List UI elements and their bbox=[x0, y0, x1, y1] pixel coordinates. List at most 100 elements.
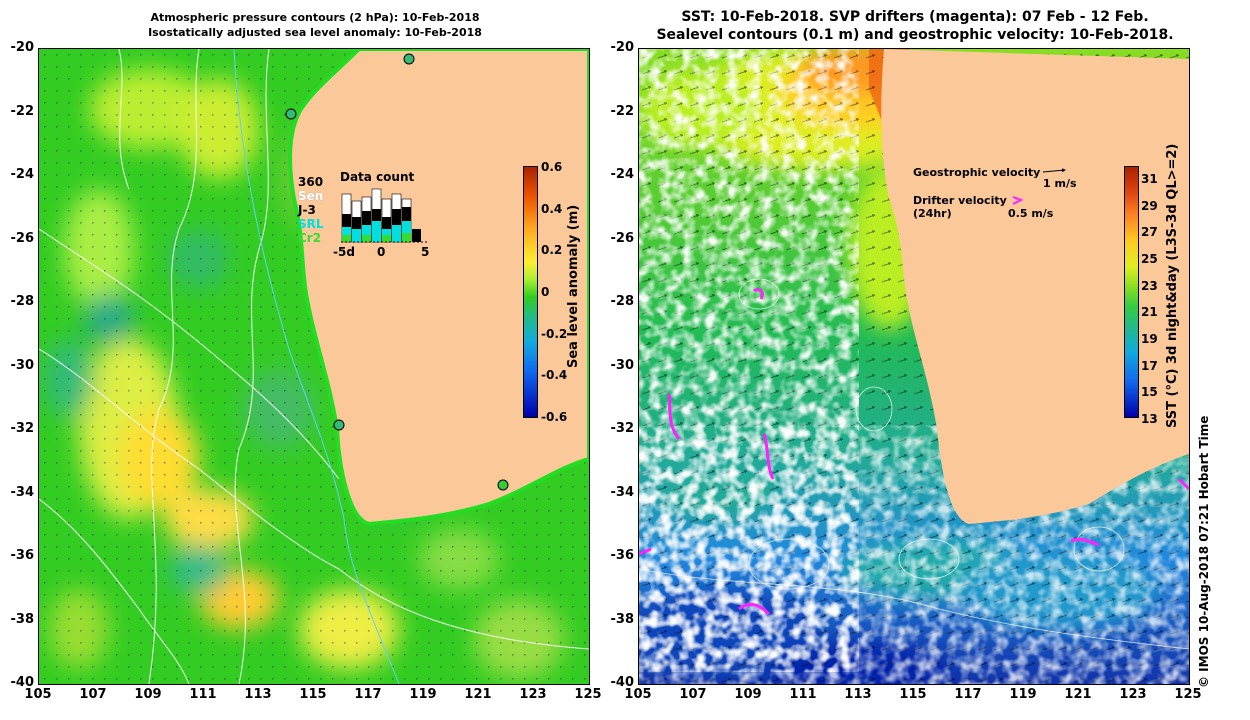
lat-tick-label: -36 bbox=[10, 548, 35, 563]
sst-colorbar-tick: 19 bbox=[1141, 332, 1158, 346]
lon-tick-label: 125 bbox=[1174, 687, 1202, 702]
bathymetry-contour bbox=[233, 49, 400, 684]
tide-gauge-marker[interactable] bbox=[285, 108, 297, 120]
satellite-label: Sen bbox=[298, 189, 324, 203]
sst-colorbar-tick: 17 bbox=[1141, 358, 1158, 373]
sst-map-svg bbox=[639, 49, 1189, 684]
lat-tick-label: -34 bbox=[10, 484, 35, 500]
lat-tick-label: -20 bbox=[610, 40, 635, 55]
left-title-line1: Atmospheric pressure contours (2 hPa): 1… bbox=[150, 11, 480, 24]
geo-velocity-scale: 1 m/s bbox=[1043, 177, 1077, 190]
sla-colorbar-tick: -0.6 bbox=[541, 410, 568, 424]
satellite-label: 360 bbox=[298, 175, 324, 189]
lon-tick-label: 107 bbox=[79, 687, 107, 702]
sst-colorbar bbox=[1124, 166, 1139, 418]
sst-colorbar-tick: 15 bbox=[1141, 385, 1158, 400]
sst-colorbar-label: SST (°C) 3d night&day (L3S-3d QL>=2) bbox=[1165, 143, 1180, 428]
imos-credit: © IMOS 10-Aug-2018 07:21 Hobart Time bbox=[1197, 415, 1211, 688]
right-title-line1: SST: 10-Feb-2018. SVP drifters (magenta)… bbox=[681, 9, 1149, 25]
lat-tick-label: -24 bbox=[10, 167, 35, 182]
lat-tick-label: -40 bbox=[610, 675, 635, 690]
lon-tick-label: 119 bbox=[409, 687, 437, 702]
lat-tick-label: -22 bbox=[610, 103, 635, 119]
tide-gauge-marker[interactable] bbox=[403, 53, 415, 65]
satellite-label: J-3 bbox=[298, 203, 316, 217]
data-count-inset bbox=[341, 187, 427, 257]
sst-colorbar-tick: 31 bbox=[1141, 172, 1158, 186]
lon-tick-label: 113 bbox=[844, 687, 872, 702]
australia-landmass bbox=[287, 49, 589, 527]
lon-tick-label: 109 bbox=[734, 687, 762, 702]
tide-gauge-marker[interactable] bbox=[333, 419, 345, 431]
left-title-line2: Isostatically adjusted sea level anomaly… bbox=[148, 26, 482, 39]
data-count-x-label: 5 bbox=[421, 245, 430, 259]
lat-tick-label: -32 bbox=[610, 421, 635, 436]
lat-tick-label: -38 bbox=[610, 611, 635, 627]
lon-tick-label: 125 bbox=[574, 687, 602, 702]
geo-velocity-label: Geostrophic velocity bbox=[913, 166, 1041, 179]
data-count-x-label: -5d bbox=[333, 245, 355, 259]
lat-tick-label: -28 bbox=[10, 294, 35, 309]
lat-tick-label: -32 bbox=[10, 421, 35, 436]
sla-colorbar-label: Sea level anomaly (m) bbox=[566, 204, 581, 368]
geo-velocity-scale-arrow bbox=[1042, 168, 1066, 173]
sla-map-svg bbox=[39, 49, 589, 684]
lon-tick-label: 117 bbox=[354, 687, 382, 702]
sst-colorbar-tick: 13 bbox=[1141, 412, 1158, 426]
drifter-scale-arrow bbox=[1012, 196, 1024, 205]
lat-tick-label: -34 bbox=[610, 484, 635, 500]
lon-tick-label: 115 bbox=[899, 687, 927, 702]
sla-colorbar-tick: 0.6 bbox=[541, 160, 563, 174]
lat-tick-label: -40 bbox=[10, 675, 35, 690]
lat-tick-label: -20 bbox=[10, 40, 35, 55]
drifter-velocity-label: Drifter velocity bbox=[913, 194, 1007, 207]
lon-tick-label: 119 bbox=[1009, 687, 1037, 702]
lat-tick-label: -38 bbox=[10, 611, 35, 627]
sst-colorbar-tick: 27 bbox=[1141, 225, 1158, 240]
svp-drifter-tracks bbox=[639, 288, 1189, 616]
lon-tick-label: 115 bbox=[299, 687, 327, 702]
lon-tick-label: 121 bbox=[1064, 687, 1092, 702]
lon-tick-label: 105 bbox=[24, 687, 52, 702]
lat-tick-label: -26 bbox=[10, 230, 35, 246]
lat-tick-label: -22 bbox=[10, 103, 35, 119]
lon-tick-label: 123 bbox=[1119, 687, 1147, 702]
lon-tick-label: 109 bbox=[134, 687, 162, 702]
lon-tick-label: 121 bbox=[464, 687, 492, 702]
sla-colorbar-tick: -0.2 bbox=[541, 326, 568, 341]
lat-tick-label: -30 bbox=[610, 357, 635, 373]
pressure-contours bbox=[39, 49, 589, 684]
sst-colorbar-tick: 21 bbox=[1141, 305, 1158, 320]
sea-level-anomaly-map bbox=[38, 48, 590, 685]
lon-tick-label: 105 bbox=[624, 687, 652, 702]
sla-colorbar-tick: 0 bbox=[541, 285, 550, 299]
satellite-label: Cr2 bbox=[298, 231, 322, 245]
left-panel-title: Atmospheric pressure contours (2 hPa): 1… bbox=[40, 10, 590, 40]
lon-tick-label: 107 bbox=[679, 687, 707, 702]
sla-colorbar-tick: -0.4 bbox=[541, 368, 568, 383]
lon-tick-label: 113 bbox=[244, 687, 272, 702]
sla-colorbar-tick: 0.2 bbox=[541, 243, 563, 258]
data-count-title: Data count bbox=[340, 170, 415, 184]
tide-gauge-marker[interactable] bbox=[497, 479, 509, 491]
lon-tick-label: 123 bbox=[519, 687, 547, 702]
drifter-velocity-interval: (24hr) bbox=[913, 207, 952, 220]
lat-tick-label: -28 bbox=[610, 294, 635, 309]
right-panel-title: SST: 10-Feb-2018. SVP drifters (magenta)… bbox=[640, 8, 1190, 44]
lon-tick-label: 111 bbox=[189, 687, 217, 702]
lat-tick-label: -30 bbox=[10, 357, 35, 373]
drifter-velocity-scale: 0.5 m/s bbox=[1008, 207, 1054, 220]
australia-landmass bbox=[881, 49, 1189, 524]
lat-tick-label: -24 bbox=[610, 167, 635, 182]
satellite-label: SRL bbox=[298, 217, 324, 231]
data-count-bars bbox=[341, 188, 421, 243]
sst-colorbar-tick: 25 bbox=[1141, 252, 1158, 266]
sst-colorbar-tick: 23 bbox=[1141, 278, 1158, 293]
lat-tick-label: -26 bbox=[610, 230, 635, 246]
data-count-x-label: 0 bbox=[377, 245, 386, 259]
lon-tick-label: 111 bbox=[789, 687, 817, 702]
right-title-line2: Sealevel contours (0.1 m) and geostrophi… bbox=[656, 27, 1174, 43]
sst-colorbar-tick: 29 bbox=[1141, 198, 1158, 213]
lat-tick-label: -36 bbox=[610, 548, 635, 563]
sst-map bbox=[638, 48, 1190, 685]
